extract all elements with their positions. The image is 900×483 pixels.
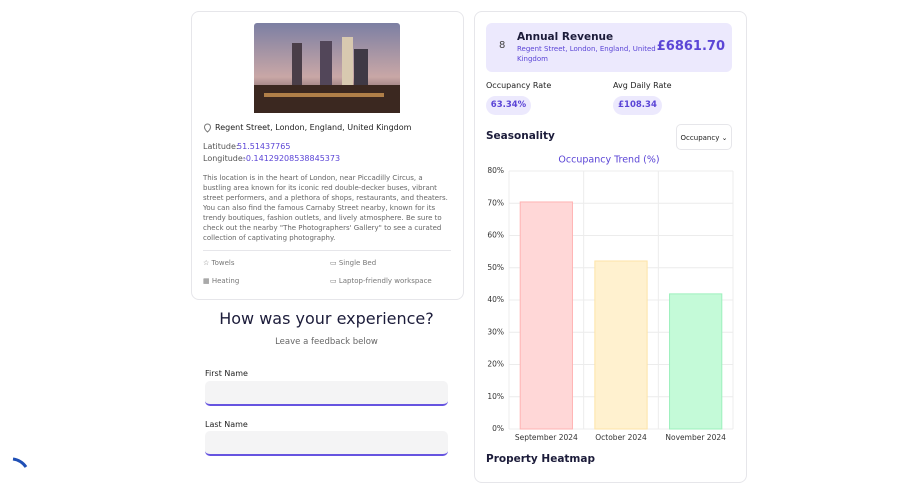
revenue-title: Annual Revenue [517,31,614,43]
listing-address: Regent Street, London, England, United K… [215,123,412,132]
listing-photo [254,23,400,113]
description: This location is in the heart of London,… [203,174,448,242]
bar [669,293,723,430]
stat-label: Occupancy Rate [486,81,552,90]
seasonality-select[interactable]: Occupancy ⌄ [676,124,732,150]
first-name-input[interactable] [205,381,448,406]
bar [594,260,648,430]
heatmap-title: Property Heatmap [486,453,595,465]
divider [203,250,451,251]
amenity-text: Heating [211,277,240,285]
last-name-input[interactable] [205,431,448,456]
x-tick-label: October 2024 [595,433,647,442]
corner-mark [12,457,28,468]
amenity: ☆ Towels [203,259,235,267]
bar [519,201,573,430]
amenity: ▭ Single Bed [330,259,377,267]
feedback-title: How was your experience? [219,309,434,328]
longitude: -0.14129208538845373 [243,154,341,163]
y-tick-label: 0% [492,424,504,433]
chart: Occupancy Trend (%) 0% 10% 20% 30% 40% 50% 60%… [487,155,734,442]
y-tick-label: 10% [487,392,504,401]
x-tick-label: September 2024 [515,433,578,442]
y-tick-label: 80% [487,166,504,175]
pin-icon [203,123,212,133]
amenity-text: Single Bed [338,259,377,267]
amenity: ▭ Laptop-friendly workspace [330,277,432,285]
seasonality-title: Seasonality [486,130,555,142]
chart-title: Occupancy Trend (%) [558,155,659,166]
amenity-text: Laptop-friendly workspace [338,277,432,285]
page: Regent Street, London, England, United K… [12,11,747,483]
stat-value: 63.34% [486,96,531,115]
field-label: Last Name [205,420,248,429]
y-tick-label: 60% [487,231,504,240]
revenue-box [486,23,732,72]
y-tick-label: 20% [487,360,504,369]
revenue-icon: 8 [499,40,506,51]
revenue-address: Regent Street, London, England, United K… [517,45,656,63]
amenity: ▦ Heating [203,277,240,285]
amenity-text: Towels [211,259,235,267]
latitude: 51.51437765 [237,142,291,151]
longitude-label: Longitude: [203,154,246,163]
latitude-label: Latitude: [203,142,239,151]
stat-label: Avg Daily Rate [613,81,672,90]
field-label: First Name [205,369,248,378]
y-tick-label: 30% [487,327,504,336]
y-tick-label: 50% [487,263,504,272]
feedback-subtitle: Leave a feedback below [275,337,378,347]
x-tick-label: November 2024 [665,433,726,442]
y-tick-label: 70% [487,198,504,207]
y-tick-label: 40% [487,295,504,304]
revenue-amount: £6861.70 [656,39,725,54]
stat-value: £108.34 [613,96,662,115]
select-text: Occupancy [680,134,720,142]
